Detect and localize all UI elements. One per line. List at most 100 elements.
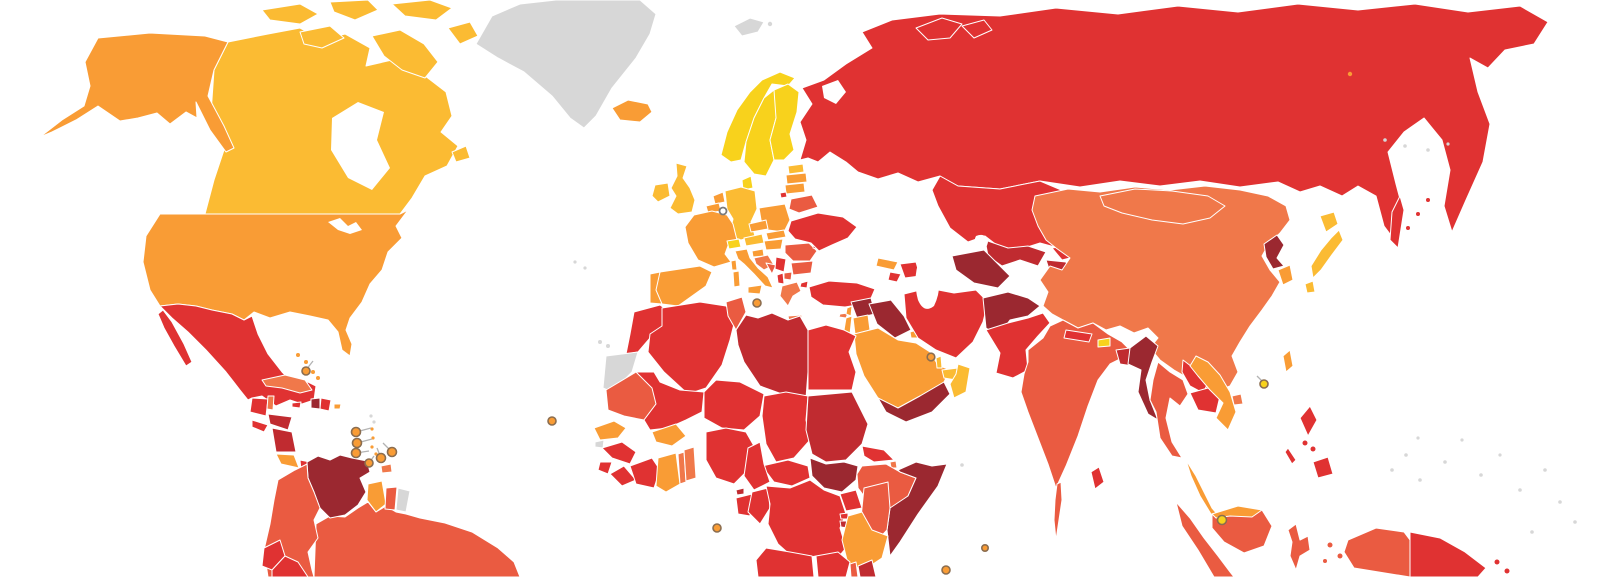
indonesia-papua[interactable]: [1343, 527, 1411, 577]
country-papua-new-guinea[interactable]: [1409, 531, 1487, 577]
country-bosnia[interactable]: [765, 262, 777, 275]
country-qatar[interactable]: [935, 355, 943, 369]
marker-comoros[interactable]: [941, 565, 951, 575]
country-czechia[interactable]: [748, 219, 769, 233]
country-cameroon[interactable]: [743, 441, 771, 491]
country-malawi[interactable]: [849, 561, 859, 577]
country-portugal[interactable]: [649, 271, 663, 305]
country-north-macedonia[interactable]: [783, 271, 793, 281]
country-togo[interactable]: [677, 451, 687, 485]
country-benin[interactable]: [683, 446, 697, 482]
country-senegal[interactable]: [593, 420, 627, 441]
country-greece[interactable]: [779, 281, 802, 307]
country-sudan[interactable]: [805, 391, 869, 463]
marker-cape-verde[interactable]: [547, 416, 557, 426]
country-iraq[interactable]: [868, 299, 912, 339]
country-sierra-leone[interactable]: [597, 461, 613, 475]
country-peru[interactable]: [271, 555, 309, 577]
country-south-korea[interactable]: [1277, 264, 1294, 286]
country-costa-rica[interactable]: [275, 453, 300, 469]
country-yemen[interactable]: [877, 381, 951, 423]
country-brazil[interactable]: [313, 501, 521, 577]
country-switzerland[interactable]: [726, 238, 742, 250]
country-albania[interactable]: [776, 272, 785, 285]
country-el-salvador[interactable]: [251, 419, 269, 433]
country-hungary[interactable]: [763, 238, 784, 251]
country-nepal[interactable]: [1063, 329, 1093, 343]
country-greenland[interactable]: [475, 0, 657, 129]
country-congo[interactable]: [747, 487, 771, 525]
country-haiti[interactable]: [310, 397, 321, 410]
country-india[interactable]: [1020, 319, 1131, 489]
country-burkina-faso[interactable]: [651, 423, 687, 447]
country-trinidad-tobago[interactable]: [380, 463, 393, 474]
country-mongolia[interactable]: [1099, 188, 1226, 225]
marker-saint-lucia[interactable]: [350, 447, 362, 459]
marker-malta[interactable]: [752, 298, 762, 308]
marker-saint-vincent[interactable]: [364, 458, 374, 468]
country-guinea[interactable]: [601, 441, 637, 465]
country-tunisia[interactable]: [725, 296, 747, 331]
country-slovakia[interactable]: [765, 229, 787, 241]
country-turkmenistan[interactable]: [951, 249, 1011, 289]
country-denmark[interactable]: [741, 175, 754, 191]
country-pakistan[interactable]: [985, 312, 1051, 379]
malaysia-borneo[interactable]: [1211, 505, 1263, 519]
country-tanzania[interactable]: [841, 511, 889, 571]
country-mali[interactable]: [635, 371, 705, 431]
country-italy[interactable]: [734, 248, 774, 289]
country-honduras[interactable]: [267, 413, 293, 431]
country-ireland[interactable]: [651, 182, 671, 203]
country-djibouti[interactable]: [889, 460, 898, 469]
country-south-sudan[interactable]: [809, 457, 859, 493]
country-taiwan[interactable]: [1282, 349, 1294, 373]
country-zambia[interactable]: [815, 551, 851, 577]
country-jamaica[interactable]: [291, 401, 302, 409]
country-spain[interactable]: [653, 265, 713, 307]
country-mozambique[interactable]: [857, 559, 877, 577]
country-cuba[interactable]: [261, 374, 313, 394]
country-belize[interactable]: [266, 395, 275, 411]
country-serbia[interactable]: [774, 256, 787, 273]
country-cambodia[interactable]: [1189, 387, 1221, 414]
marker-hong-kong[interactable]: [1259, 379, 1269, 389]
country-somalia[interactable]: [886, 461, 948, 557]
country-drc[interactable]: [765, 479, 847, 561]
country-ukraine[interactable]: [787, 212, 858, 252]
country-ghana[interactable]: [655, 452, 681, 493]
philippines-luzon[interactable]: [1299, 405, 1318, 437]
country-vietnam[interactable]: [1189, 355, 1237, 431]
country-belarus[interactable]: [788, 194, 819, 214]
country-france[interactable]: [684, 210, 738, 268]
country-rwanda[interactable]: [839, 512, 849, 520]
country-thailand[interactable]: [1149, 361, 1189, 459]
country-oman[interactable]: [949, 363, 971, 399]
marker-bahrain[interactable]: [926, 352, 936, 362]
country-french-guiana[interactable]: [395, 487, 411, 513]
country-suriname[interactable]: [384, 486, 398, 511]
country-eritrea[interactable]: [861, 445, 895, 463]
marker-saint-kitts-nevis[interactable]: [350, 426, 362, 438]
country-belgium[interactable]: [705, 202, 722, 214]
country-bhutan[interactable]: [1097, 337, 1111, 348]
marker-bahamas[interactable]: [301, 366, 311, 376]
country-netherlands[interactable]: [712, 191, 726, 205]
country-puerto-rico[interactable]: [333, 403, 342, 410]
country-georgia[interactable]: [875, 257, 899, 271]
country-malaysia[interactable]: [1185, 459, 1220, 517]
country-guatemala[interactable]: [249, 397, 269, 417]
philippines-mindanao[interactable]: [1312, 456, 1334, 479]
country-central-african-republic[interactable]: [761, 459, 811, 487]
country-finland[interactable]: [769, 83, 800, 161]
country-usa-alaska[interactable]: [39, 32, 235, 153]
country-lithuania[interactable]: [784, 182, 806, 195]
country-united-kingdom[interactable]: [669, 162, 696, 215]
country-niger[interactable]: [703, 379, 765, 431]
country-chad[interactable]: [761, 391, 811, 463]
country-bulgaria[interactable]: [790, 260, 814, 276]
marker-luxembourg[interactable]: [718, 206, 728, 216]
country-egypt[interactable]: [807, 324, 857, 391]
country-dominican-republic[interactable]: [319, 397, 332, 412]
marker-seychelles[interactable]: [980, 543, 989, 552]
country-japan-hokkaido[interactable]: [1319, 211, 1339, 233]
